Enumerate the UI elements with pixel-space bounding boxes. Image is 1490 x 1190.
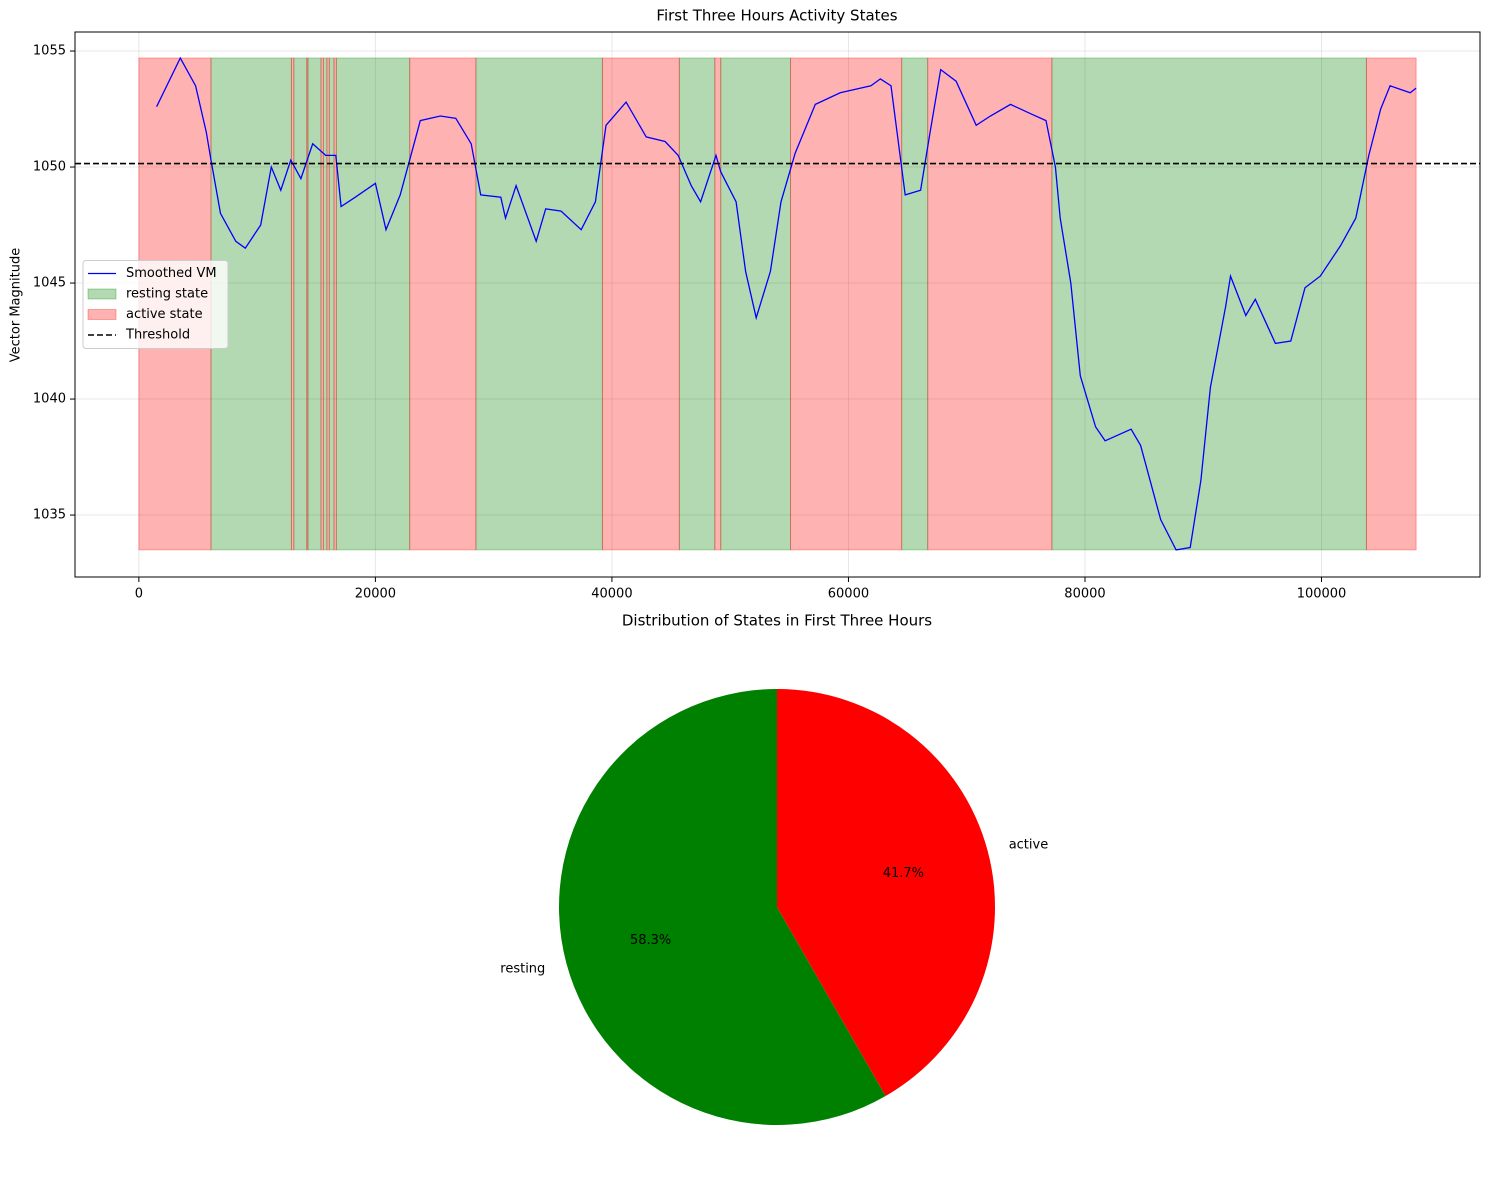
y-tick-label: 1050 xyxy=(33,160,66,175)
x-tick-label: 60000 xyxy=(828,587,869,602)
y-tick-label: 1055 xyxy=(33,44,66,59)
state-span xyxy=(720,57,792,551)
state-span xyxy=(409,57,477,551)
legend-label: resting state xyxy=(126,287,208,302)
y-tick-label: 1045 xyxy=(33,276,66,291)
state-span xyxy=(1365,57,1417,551)
state-span xyxy=(1051,57,1367,551)
state-span xyxy=(927,57,1053,551)
state-span xyxy=(290,57,295,551)
state-span xyxy=(306,57,309,551)
state-span xyxy=(307,57,322,551)
line-chart-title: First Three Hours Activity States xyxy=(656,7,897,25)
state-span xyxy=(333,57,337,551)
x-tick-label: 40000 xyxy=(591,587,632,602)
y-tick-label: 1035 xyxy=(33,508,66,523)
pie-wedge xyxy=(777,689,995,1097)
x-tick-label: 80000 xyxy=(1064,587,1105,602)
state-span xyxy=(293,57,308,551)
state-span xyxy=(790,57,903,551)
x-tick-label: 20000 xyxy=(355,587,396,602)
axes-frame xyxy=(74,31,1481,578)
state-span xyxy=(601,57,680,551)
pie-category-label: resting xyxy=(500,961,545,976)
legend-swatch xyxy=(87,288,117,300)
legend-swatch xyxy=(87,309,117,320)
x-tick-label: 100000 xyxy=(1297,587,1347,602)
state-span xyxy=(714,57,722,551)
legend-label: Smoothed VM xyxy=(126,266,217,281)
state-span xyxy=(678,57,716,551)
pie-value-label: 58.3% xyxy=(630,933,671,948)
state-span xyxy=(326,57,330,551)
pie-category-label: active xyxy=(1009,838,1049,853)
state-span xyxy=(475,57,603,551)
x-tick-label: 0 xyxy=(135,587,143,602)
pie-wedge xyxy=(558,689,886,1126)
state-span xyxy=(322,57,328,551)
pie-chart-title: Distribution of States in First Three Ho… xyxy=(622,612,932,630)
state-span xyxy=(320,57,324,551)
legend-box xyxy=(82,260,229,349)
pie-value-label: 41.7% xyxy=(883,866,924,881)
line-series xyxy=(156,56,1417,551)
legend-label: active state xyxy=(126,307,203,322)
state-span xyxy=(328,57,335,551)
legend-label: Threshold xyxy=(125,328,190,343)
state-span xyxy=(901,57,929,551)
y-axis-label: Vector Magnitude xyxy=(9,248,24,362)
state-span xyxy=(335,57,411,551)
y-tick-label: 1040 xyxy=(33,392,66,407)
